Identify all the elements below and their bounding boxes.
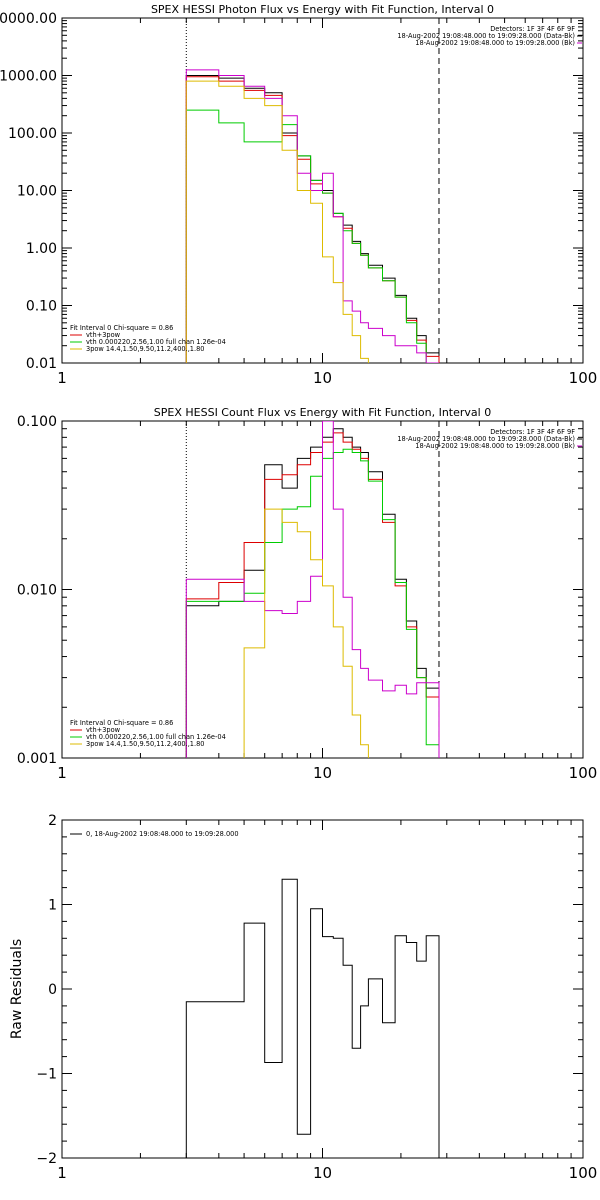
y-tick-label: 0: [48, 982, 57, 998]
chart-title: SPEX HESSI Photon Flux vs Energy with Fi…: [151, 3, 494, 16]
series-line-2: [185, 76, 440, 363]
x-tick-label: 10: [313, 764, 332, 782]
y-tick-label: 10000.00: [0, 11, 57, 27]
legend-text: vth 0.000220,2.56,1.00 full chan 1.26e-0…: [86, 733, 226, 741]
y-tick-label: −1: [36, 1067, 57, 1083]
legend-text: vth+3pow: [86, 726, 121, 734]
y-tick-label: 0.01: [26, 356, 57, 372]
series-line-3: [185, 448, 440, 758]
series-line-1: [185, 428, 440, 758]
chart-title: SPEX HESSI Count Flux vs Energy with Fit…: [154, 406, 491, 419]
legend-text: 0, 18-Aug-2002 19:08:48.000 to 19:09:28.…: [86, 830, 239, 838]
y-tick-label: 1000.00: [0, 69, 57, 85]
y-tick-label: 100.00: [8, 126, 57, 142]
legend-text: 18-Aug-2002 19:08:48.000 to 19:09:28.000…: [415, 442, 575, 450]
legend-text: Fit Interval 0 Chi-square = 0.86: [70, 719, 173, 727]
series-line-5: [185, 508, 369, 758]
legend-text: vth+3pow: [86, 331, 121, 339]
x-tick-label: 100: [569, 369, 598, 387]
y-tick-label: 10.00: [17, 184, 57, 200]
y-axis-label: Raw Residuals: [9, 939, 25, 1039]
x-tick-label: 1: [57, 1164, 67, 1182]
legend-text: 18-Aug-2002 19:08:48.000 to 19:09:28.000…: [415, 39, 575, 47]
x-tick-label: 100: [569, 1164, 598, 1182]
legend-text: vth 0.000220,2.56,1.00 full chan 1.26e-0…: [86, 338, 226, 346]
x-tick-label: 1: [57, 369, 67, 387]
legend-text: 18-Aug-2002 19:08:48.000 to 19:09:28.000…: [397, 32, 575, 40]
chart-panel-1: SPEX HESSI Photon Flux vs Energy with Fi…: [0, 3, 597, 387]
series-line-1: [185, 75, 440, 363]
y-tick-label: 1: [48, 898, 57, 914]
legend-text: Detectors: 1F 3F 4F 6F 9F: [490, 428, 575, 436]
legend-text: Detectors: 1F 3F 4F 6F 9F: [490, 25, 575, 33]
series-line-4: [185, 421, 440, 758]
legend-text: 3pow 14.4,1.50,9.50,11.2,400.,1.80: [86, 345, 204, 353]
series-line-1: [185, 878, 440, 1158]
x-tick-label: 10: [313, 369, 332, 387]
y-tick-label: 0.100: [17, 414, 57, 430]
y-tick-label: −2: [36, 1151, 57, 1167]
series-line-4: [185, 69, 439, 363]
y-tick-label: 0.010: [17, 583, 57, 599]
y-tick-label: 1.00: [26, 241, 57, 257]
series-line-3: [185, 109, 439, 363]
y-tick-label: 0.10: [26, 299, 57, 315]
y-tick-label: 0.001: [17, 751, 57, 767]
legend-text: Fit Interval 0 Chi-square = 0.86: [70, 324, 173, 332]
x-tick-label: 10: [313, 1164, 332, 1182]
series-line-2: [185, 432, 440, 758]
legend-text: 3pow 14.4,1.50,9.50,11.2,400.,1.80: [86, 740, 204, 748]
x-tick-label: 100: [569, 764, 598, 782]
y-tick-label: 2: [48, 813, 57, 829]
chart-panel-2: SPEX HESSI Count Flux vs Energy with Fit…: [17, 406, 598, 782]
legend-text: 18-Aug-2002 19:08:48.000 to 19:09:28.000…: [397, 435, 575, 443]
plot-frame: [61, 819, 584, 1159]
series-line-5: [185, 80, 369, 363]
chart-panel-3: 1 10 100 −2 −1 0 1 2 Raw Residuals 0, 18-Aug-2002…: [9, 813, 597, 1182]
x-tick-label: 1: [57, 764, 67, 782]
